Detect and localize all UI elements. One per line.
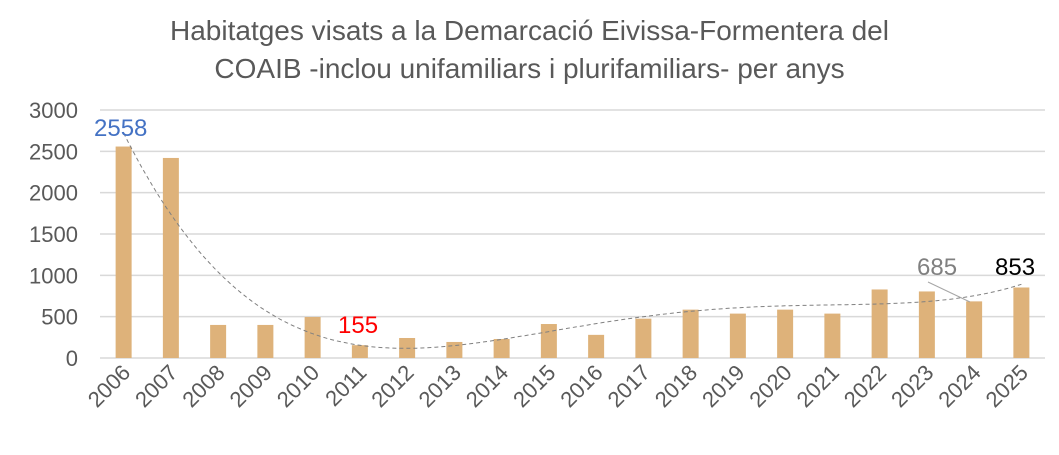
bar-2025	[1013, 287, 1030, 358]
bar-2024	[966, 301, 983, 358]
y-tick-label: 1500	[29, 222, 78, 247]
x-tick-label: 2008	[177, 360, 229, 412]
x-tick-label: 2024	[933, 360, 985, 412]
x-tick-label: 2010	[272, 360, 324, 412]
y-tick-label: 500	[41, 305, 78, 330]
bar-2007	[162, 157, 179, 358]
bar-2021	[824, 313, 841, 358]
bar-2010	[304, 316, 321, 358]
y-tick-label: 3000	[29, 98, 78, 123]
bar-2008	[210, 324, 227, 358]
bar-2019	[729, 313, 746, 358]
y-tick-label: 1000	[29, 263, 78, 288]
data-label-2011: 155	[338, 312, 378, 339]
x-tick-label: 2025	[981, 360, 1033, 412]
x-tick-label: 2014	[461, 360, 513, 412]
x-tick-label: 2017	[603, 360, 655, 412]
x-tick-label: 2013	[414, 360, 466, 412]
x-tick-label: 2015	[508, 360, 560, 412]
bar-2006	[115, 146, 132, 358]
x-tick-label: 2007	[130, 360, 182, 412]
bar-2017	[635, 318, 652, 358]
bar-2015	[540, 324, 557, 358]
x-tick-label: 2021	[792, 360, 844, 412]
x-tick-label: 2009	[225, 360, 277, 412]
chart-title: Habitatges visats a la Demarcació Eiviss…	[0, 12, 1059, 88]
data-label-leader-line	[927, 281, 971, 303]
bar-2022	[871, 289, 888, 358]
bar-2014	[493, 338, 510, 358]
y-tick-label: 0	[66, 346, 78, 371]
x-tick-label: 2011	[320, 360, 371, 411]
x-tick-label: 2022	[839, 360, 891, 412]
x-tick-label: 2020	[744, 360, 796, 412]
x-tick-label: 2023	[886, 360, 938, 412]
chart-title-line-1: Habitatges visats a la Demarcació Eiviss…	[170, 15, 889, 46]
bar-2020	[777, 309, 794, 358]
bar-2016	[588, 334, 605, 358]
x-tick-label: 2019	[697, 360, 749, 412]
x-tick-label: 2016	[555, 360, 607, 412]
x-tick-label: 2012	[366, 360, 418, 412]
data-label-2006: 2558	[94, 115, 147, 142]
bar-2011	[351, 345, 368, 358]
data-label-2025: 853	[995, 254, 1035, 281]
bar-2009	[257, 324, 274, 358]
bar-2013	[446, 341, 463, 358]
bar-2018	[682, 309, 699, 358]
x-tick-label: 2006	[83, 360, 135, 412]
x-tick-label: 2018	[650, 360, 702, 412]
data-label-2024: 685	[917, 254, 957, 281]
bar-2023	[918, 291, 935, 358]
chart-title-line-2: COAIB -inclou unifamiliars i plurifamili…	[214, 53, 845, 84]
trendline	[123, 132, 1022, 349]
y-tick-label: 2000	[29, 181, 78, 206]
y-tick-label: 2500	[29, 139, 78, 164]
